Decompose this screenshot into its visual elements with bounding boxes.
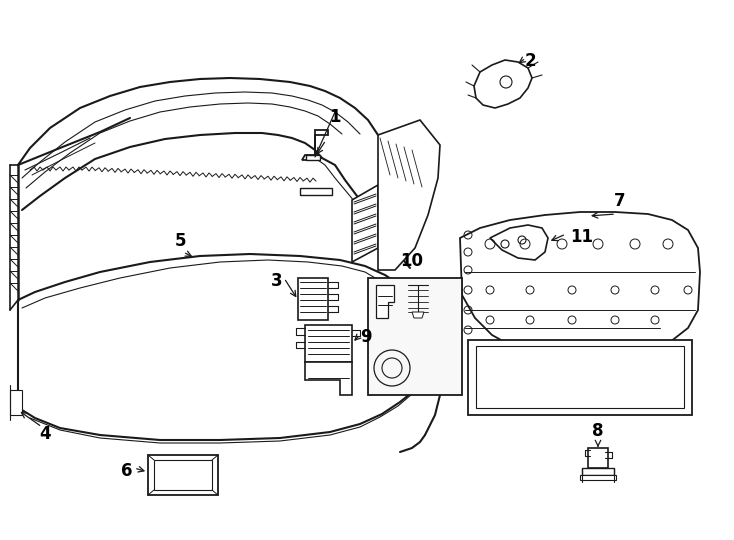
Polygon shape (468, 340, 692, 415)
Polygon shape (588, 448, 608, 468)
Polygon shape (305, 325, 352, 362)
Polygon shape (490, 225, 548, 260)
Text: 10: 10 (401, 252, 424, 270)
Polygon shape (300, 188, 332, 195)
Text: 4: 4 (39, 425, 51, 443)
Polygon shape (476, 346, 684, 408)
Polygon shape (306, 155, 320, 160)
Polygon shape (474, 60, 532, 108)
Polygon shape (10, 390, 22, 415)
Polygon shape (460, 212, 700, 364)
Polygon shape (305, 362, 352, 395)
Polygon shape (580, 475, 616, 480)
Polygon shape (154, 460, 212, 490)
Polygon shape (352, 185, 378, 262)
Text: 1: 1 (330, 108, 341, 126)
Text: 2: 2 (524, 52, 536, 70)
Text: 9: 9 (360, 328, 371, 346)
Polygon shape (378, 120, 440, 270)
Polygon shape (148, 455, 218, 495)
Text: 5: 5 (174, 232, 186, 250)
Polygon shape (412, 312, 424, 318)
Polygon shape (368, 278, 462, 395)
Text: 11: 11 (570, 228, 593, 246)
Text: 3: 3 (270, 272, 282, 290)
Polygon shape (376, 285, 394, 318)
Polygon shape (302, 130, 328, 160)
Polygon shape (298, 278, 328, 320)
Text: 6: 6 (120, 462, 132, 480)
Polygon shape (582, 468, 614, 475)
Text: 8: 8 (592, 422, 604, 440)
Text: 7: 7 (614, 192, 626, 210)
